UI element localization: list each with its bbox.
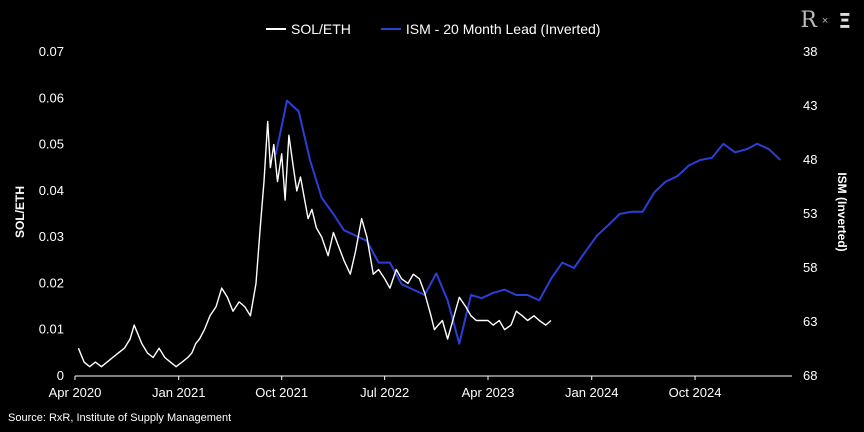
x-tick-label: Oct 2021 [255, 385, 308, 400]
left-tick-label: 0.05 [39, 137, 64, 152]
legend-swatch-ism [380, 28, 401, 30]
right-tick-label: 53 [803, 206, 817, 221]
left-axis-title: SOL/ETH [13, 186, 27, 238]
rxr-logo-icon: R [800, 8, 816, 33]
right-tick-label: 68 [803, 368, 817, 383]
x-tick-label: Apr 2020 [49, 385, 102, 400]
x-tick-label: Jan 2024 [565, 385, 619, 400]
left-tick-label: 0.02 [39, 275, 64, 290]
legend-swatch-sol-eth [266, 28, 286, 30]
left-tick-label: 0.04 [39, 183, 64, 198]
x-tick-label: Apr 2023 [462, 385, 515, 400]
left-tick-label: 0.03 [39, 229, 64, 244]
partner-logo-icon: Ξ [838, 8, 851, 33]
legend: SOL/ETH ISM - 20 Month Lead (Inverted) [266, 21, 600, 37]
right-tick-label: 48 [803, 152, 817, 167]
left-axis-ticks: 0 0.01 0.02 0.03 0.04 0.05 0.06 0.07 [39, 44, 64, 383]
right-tick-label: 43 [803, 98, 817, 113]
series-layer [77, 99, 781, 368]
legend-label-ism: ISM - 20 Month Lead (Inverted) [405, 21, 601, 37]
series-line-sol-eth [77, 120, 552, 368]
x-tick-label: Oct 2024 [669, 385, 722, 400]
source-note: Source: RxR, Institute of Supply Managem… [8, 412, 232, 424]
legend-item-sol-eth[interactable]: SOL/ETH [266, 21, 351, 37]
x-axis-ticks: Apr 2020 Jan 2021 Oct 2021 Jul 2022 Apr 2023… [49, 376, 722, 400]
left-tick-label: 0 [57, 368, 64, 383]
right-axis-ticks: 38 43 48 53 58 63 68 [803, 44, 817, 383]
right-tick-label: 63 [803, 314, 817, 329]
right-tick-label: 38 [803, 44, 817, 59]
legend-label-sol-eth: SOL/ETH [291, 21, 351, 37]
left-tick-label: 0.07 [39, 44, 64, 59]
collab-times-icon: × [821, 14, 829, 27]
right-tick-label: 58 [803, 260, 817, 275]
right-axis-title: ISM (Inverted) [835, 172, 849, 251]
x-tick-label: Jan 2021 [152, 385, 206, 400]
series-line-ism [274, 99, 781, 345]
brand-logo: R × Ξ [800, 8, 851, 33]
left-tick-label: 0.01 [39, 322, 64, 337]
x-tick-label: Jul 2022 [360, 385, 409, 400]
legend-item-ism[interactable]: ISM - 20 Month Lead (Inverted) [380, 21, 601, 37]
left-tick-label: 0.06 [39, 90, 64, 105]
